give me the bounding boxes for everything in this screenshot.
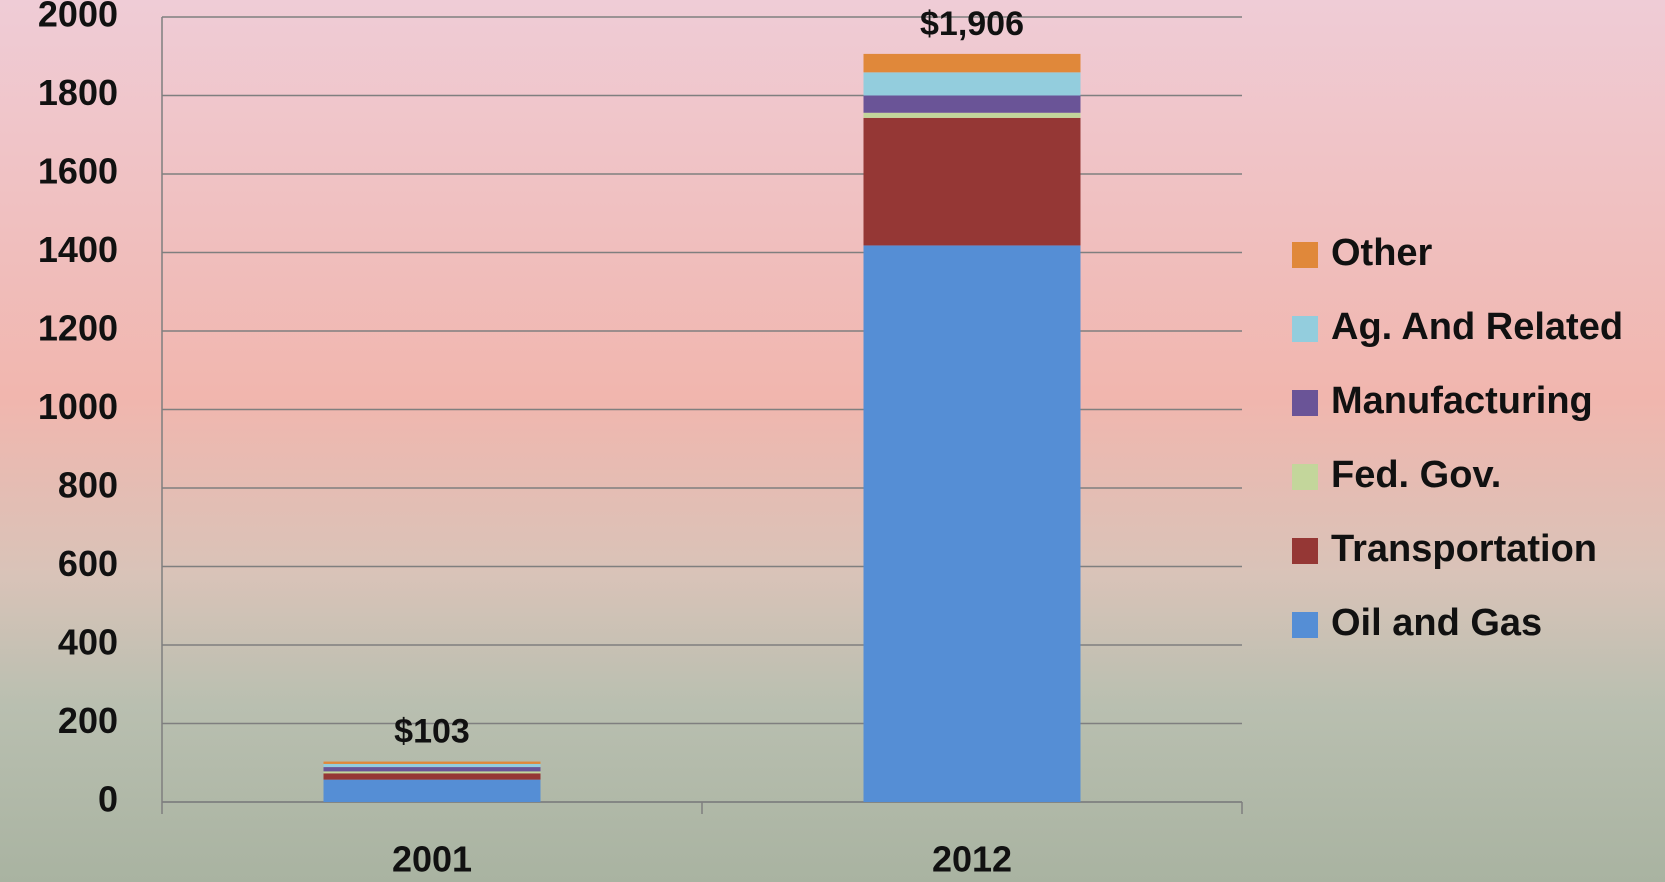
y-tick-label: 1800 — [38, 72, 118, 113]
bar-segment — [324, 767, 541, 771]
y-tick-label: 400 — [58, 622, 118, 663]
total-label: $1,906 — [920, 5, 1024, 43]
legend-label: Oil and Gas — [1331, 602, 1542, 644]
background — [0, 0, 1665, 882]
legend-label: Ag. And Related — [1331, 306, 1623, 348]
legend-swatch — [1292, 390, 1318, 416]
bar-segment — [324, 764, 541, 767]
legend-swatch — [1292, 242, 1318, 268]
y-tick-label: 200 — [58, 700, 118, 741]
bar-segment — [864, 54, 1081, 72]
y-tick-label: 800 — [58, 465, 118, 506]
bar-segment — [324, 773, 541, 779]
y-tick-label: 1000 — [38, 386, 118, 427]
legend-label: Fed. Gov. — [1331, 454, 1501, 496]
bar-segment — [864, 245, 1081, 802]
y-tick-label: 1200 — [38, 308, 118, 349]
bar-segment — [324, 780, 541, 802]
bar-segment — [864, 96, 1081, 113]
x-tick-label: 2012 — [932, 839, 1012, 880]
total-label: $103 — [394, 713, 470, 751]
y-tick-label: 600 — [58, 543, 118, 584]
bar-segment — [864, 113, 1081, 118]
bar-segment — [864, 118, 1081, 246]
legend-label: Other — [1331, 232, 1433, 274]
chart: 0 200 400 600 800 1000 1200 1400 1600 1800 2000 200… — [0, 0, 1665, 882]
legend-swatch — [1292, 316, 1318, 342]
bar-segment — [324, 762, 541, 764]
y-tick-label: 1600 — [38, 151, 118, 192]
y-tick-label: 1400 — [38, 229, 118, 270]
bar-segment — [864, 72, 1081, 95]
y-tick-label: 2000 — [38, 0, 118, 35]
legend-swatch — [1292, 464, 1318, 490]
bar-segment — [324, 771, 541, 773]
legend-swatch — [1292, 612, 1318, 638]
y-tick-label: 0 — [98, 779, 118, 820]
legend-label: Manufacturing — [1331, 380, 1593, 422]
legend-label: Transportation — [1331, 528, 1597, 570]
legend-swatch — [1292, 538, 1318, 564]
x-tick-label: 2001 — [392, 839, 472, 880]
